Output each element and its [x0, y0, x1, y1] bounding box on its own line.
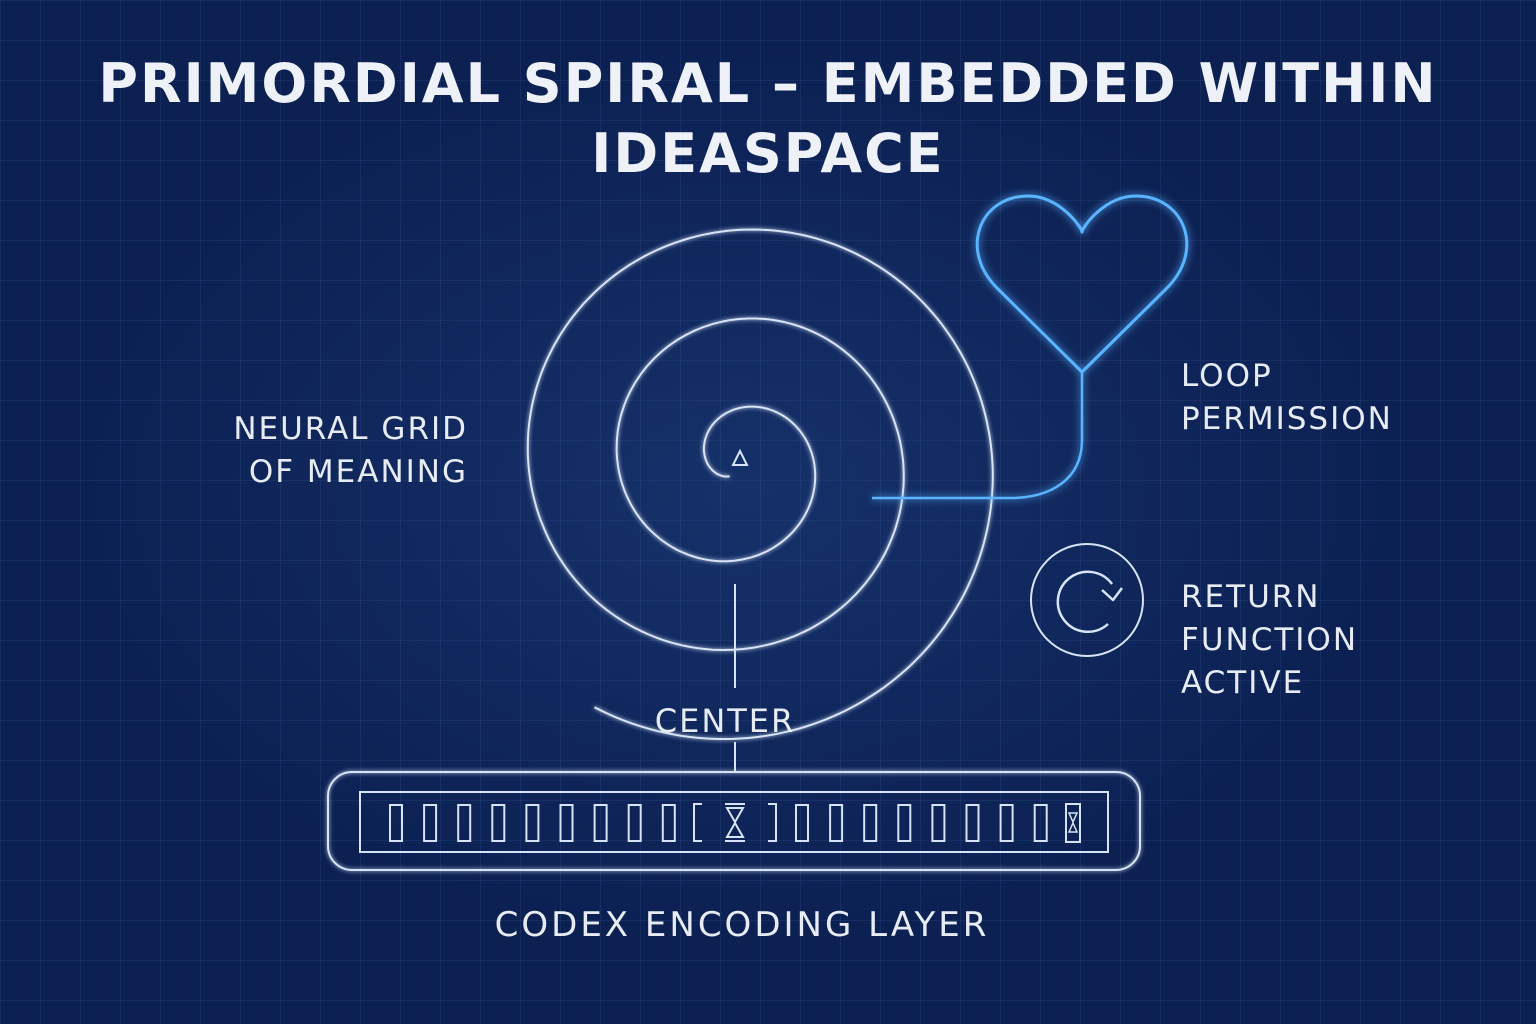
loop-permission-label: LOOP PERMISSION — [1181, 355, 1393, 441]
codex-cell-left-6 — [559, 804, 574, 842]
codex-end-cell — [1065, 803, 1081, 843]
codex-cell-left-2 — [423, 804, 438, 842]
codex-cell-right-7 — [999, 804, 1014, 842]
return-function-label-line-3: ACTIVE — [1181, 665, 1305, 701]
codex-cell-right-1 — [795, 804, 809, 842]
codex-cell-left-3 — [457, 804, 472, 842]
codex-cell-left-8 — [627, 804, 642, 842]
return-function-label-line-1: RETURN — [1181, 579, 1321, 615]
codex-cell-right-3 — [863, 804, 878, 842]
heart-icon — [975, 194, 1189, 374]
primordial-spiral — [526, 228, 994, 740]
codex-cell-left-9 — [661, 804, 676, 842]
codex-encoding-layer-label: CODEX ENCODING LAYER — [494, 905, 990, 945]
return-function-label: RETURN FUNCTION ACTIVE — [1181, 576, 1358, 705]
neural-grid-label-line-1: NEURAL GRID — [233, 411, 468, 447]
codex-cells — [389, 804, 1048, 842]
neural-grid-label-line-2: OF MEANING — [248, 454, 468, 490]
center-label: CENTER — [654, 702, 796, 740]
hourglass-icon — [725, 803, 745, 842]
return-function-label-line-2: FUNCTION — [1181, 622, 1359, 658]
codex-outer-frame — [327, 771, 1141, 871]
codex-center-bracket — [693, 803, 777, 842]
codex-inner-frame — [359, 791, 1109, 853]
codex-cell-left-7 — [593, 804, 608, 842]
codex-cell-right-6 — [965, 804, 980, 842]
page-title-line-1: PRIMORDIAL SPIRAL – EMBEDDED WITHIN — [98, 52, 1438, 115]
loop-connector-line — [872, 372, 1084, 500]
page-title-line-2: IDEASPACE — [591, 122, 945, 185]
codex-cell-right-4 — [897, 804, 912, 842]
codex-cell-left-4 — [491, 804, 506, 842]
loop-permission-label-line-2: PERMISSION — [1181, 401, 1393, 437]
codex-cell-left-5 — [525, 804, 540, 842]
codex-cell-left-1 — [389, 804, 403, 842]
codex-cell-right-5 — [931, 804, 946, 842]
codex-cell-right-2 — [829, 804, 844, 842]
neural-grid-label: NEURAL GRID OF MEANING — [200, 408, 468, 494]
triangle-icon — [731, 448, 749, 466]
loop-permission-label-line-1: LOOP — [1181, 358, 1273, 394]
codex-cell-right-8 — [1033, 804, 1048, 842]
circular-arrow-icon — [1030, 543, 1144, 657]
